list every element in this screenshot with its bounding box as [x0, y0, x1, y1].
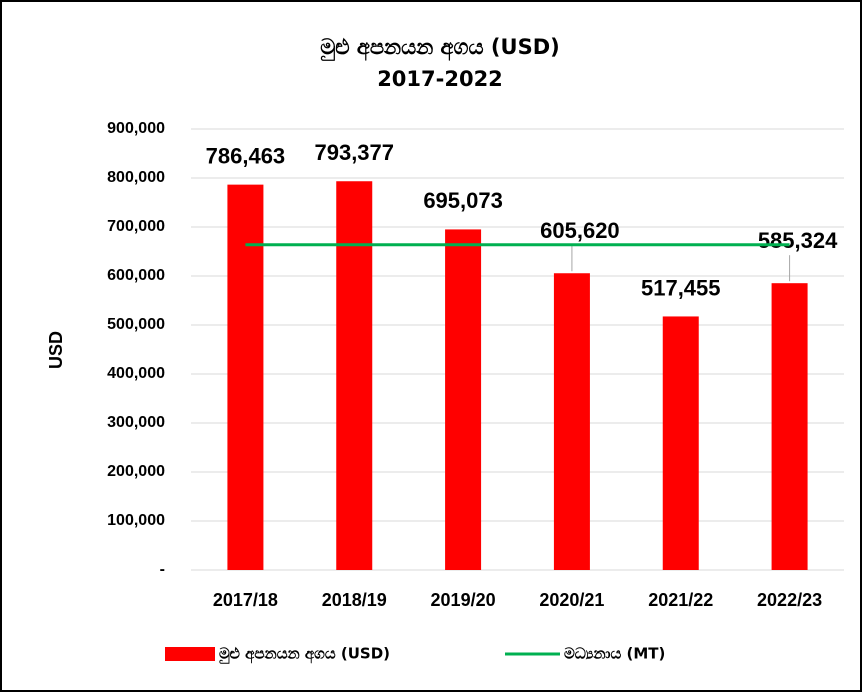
- legend-label: මධ්‍යනාය (MT): [564, 645, 665, 663]
- data-label: 793,377: [314, 140, 394, 165]
- x-tick-label: 2022/23: [757, 590, 822, 610]
- x-tick-label: 2020/21: [539, 590, 604, 610]
- bar: [336, 181, 373, 570]
- x-tick-label: 2017/18: [213, 590, 278, 610]
- x-tick-label: 2018/19: [322, 590, 387, 610]
- bar: [553, 273, 590, 570]
- y-axis-label: USD: [46, 331, 66, 369]
- data-label: 605,620: [540, 218, 620, 243]
- bar: [771, 283, 808, 570]
- y-tick-label: 600,000: [107, 267, 165, 284]
- legend-label: මුළු අපනයන අගය (USD): [219, 645, 390, 665]
- x-tick-label: 2019/20: [431, 590, 496, 610]
- bar: [227, 184, 264, 571]
- data-label: 517,455: [641, 275, 721, 300]
- x-tick-label: 2021/22: [648, 590, 713, 610]
- bar: [662, 316, 699, 570]
- data-label: 585,324: [758, 228, 838, 253]
- chart-title: මුළු අපනයන අගය (USD): [320, 35, 559, 62]
- y-tick-label: 100,000: [107, 512, 165, 529]
- y-tick-label: 400,000: [107, 365, 165, 382]
- bar: [445, 229, 482, 570]
- data-label: 786,463: [206, 143, 286, 168]
- data-label: 695,073: [423, 188, 503, 213]
- y-tick-label: 200,000: [107, 463, 165, 480]
- y-tick-label: -: [160, 561, 165, 578]
- legend-swatch: [165, 647, 215, 661]
- chart-subtitle: 2017-2022: [377, 67, 503, 91]
- y-tick-label: 700,000: [107, 218, 165, 235]
- y-tick-label: 500,000: [107, 316, 165, 333]
- y-tick-label: 900,000: [107, 120, 165, 137]
- y-tick-label: 300,000: [107, 414, 165, 431]
- y-tick-label: 800,000: [107, 169, 165, 186]
